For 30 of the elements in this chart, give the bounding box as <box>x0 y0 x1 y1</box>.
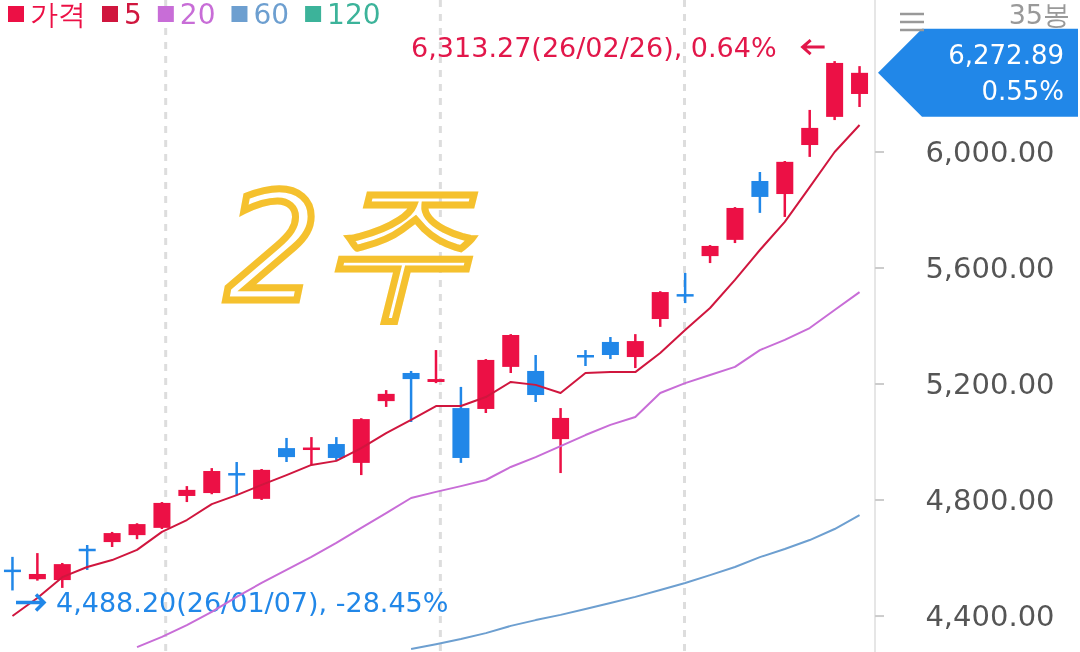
legend-label: 20 <box>179 0 216 31</box>
annotation: 6,313.27(26/02/26), 0.64% <box>411 31 777 63</box>
candlestick <box>751 170 769 215</box>
candlestick <box>427 348 445 385</box>
candlestick <box>851 64 869 109</box>
candlestick <box>228 460 246 497</box>
candlestick <box>626 332 644 370</box>
candlestick <box>53 561 71 590</box>
candlestick <box>327 435 345 463</box>
candlestick <box>28 551 46 582</box>
y-tick-label: 4,400.00 <box>925 599 1055 634</box>
candlestick <box>601 335 619 361</box>
candlestick <box>676 271 694 305</box>
y-tick-label: 4,800.00 <box>925 483 1055 518</box>
candlestick <box>801 108 819 159</box>
line-series <box>11 124 861 618</box>
y-tick-label: 5,200.00 <box>925 367 1055 402</box>
candlestick <box>402 369 420 424</box>
candlestick <box>552 406 570 475</box>
legend-label: 120 <box>327 0 381 31</box>
y-tick-label: 6,000.00 <box>925 134 1055 169</box>
legend-label: 5 <box>124 0 142 31</box>
candlestick <box>203 466 221 496</box>
legend-label: 가격 <box>30 0 86 31</box>
candlestick <box>278 436 296 464</box>
legend-label: 60 <box>253 0 290 31</box>
y-tick-label: 5,600.00 <box>925 250 1055 285</box>
text: 35봉 <box>1008 0 1070 30</box>
candlestick <box>576 348 594 368</box>
text: 6,272.89 0.55% <box>948 39 1064 106</box>
